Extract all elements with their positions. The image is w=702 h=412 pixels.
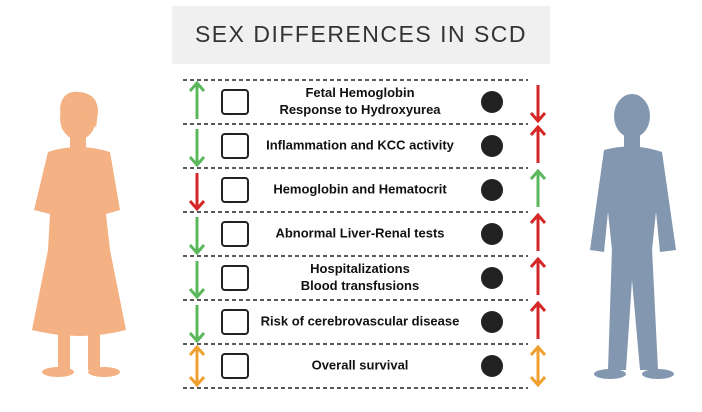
- icon: [481, 311, 503, 333]
- arrow-head: [529, 212, 547, 224]
- arrow-head: [188, 332, 206, 344]
- row-label: Blood transfusions: [301, 278, 419, 293]
- row-label: Overall survival: [312, 357, 409, 372]
- icon: [221, 309, 249, 335]
- arrow-head: [188, 344, 206, 356]
- arrow-head: [529, 112, 547, 124]
- arrow-head: [188, 200, 206, 212]
- female-silhouette: [32, 91, 126, 377]
- icon: [221, 221, 249, 247]
- icon: [221, 89, 249, 115]
- row-label: Inflammation and KCC activity: [266, 137, 455, 152]
- icon: [221, 353, 249, 379]
- icon: [221, 265, 249, 291]
- arrow-head: [188, 376, 206, 388]
- icon: [481, 223, 503, 245]
- icon: [221, 133, 249, 159]
- icon: [481, 267, 503, 289]
- title: SEX DIFFERENCES IN SCD: [195, 21, 527, 47]
- row-label: Risk of cerebrovascular disease: [261, 313, 460, 328]
- row-label: Hemoglobin and Hematocrit: [273, 181, 447, 196]
- arrow-head: [188, 244, 206, 256]
- icon: [481, 135, 503, 157]
- icon: [481, 179, 503, 201]
- row-label: Response to Hydroxyurea: [279, 102, 441, 117]
- arrow-head: [188, 288, 206, 300]
- row-label: Hospitalizations: [310, 261, 410, 276]
- icon: [481, 355, 503, 377]
- row-label: Abnormal Liver-Renal tests: [275, 225, 444, 240]
- arrow-head: [529, 256, 547, 268]
- row-label: Fetal Hemoglobin: [305, 85, 414, 100]
- arrow-head: [529, 376, 547, 388]
- arrow-head: [529, 344, 547, 356]
- arrow-head: [529, 124, 547, 136]
- arrow-head: [529, 300, 547, 312]
- male-silhouette: [590, 94, 676, 379]
- icon: [221, 177, 249, 203]
- arrow-head: [529, 168, 547, 180]
- arrow-head: [188, 80, 206, 92]
- title-box: [172, 6, 550, 64]
- icon: [481, 91, 503, 113]
- arrow-head: [188, 156, 206, 168]
